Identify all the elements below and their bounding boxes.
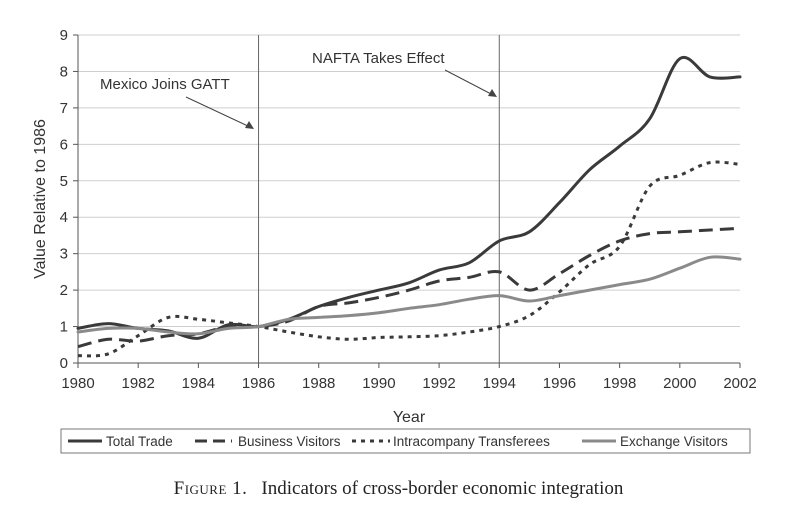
- axes: [77, 35, 740, 364]
- annotation-nafta-label: NAFTA Takes Effect: [312, 50, 445, 67]
- x-tick-label: 1998: [603, 375, 636, 392]
- x-axis-title: Year: [393, 409, 426, 426]
- annotation-gatt-arrow: [185, 96, 254, 129]
- y-tick-label: 2: [60, 282, 68, 299]
- legend-item-business-visitors: Business Visitors: [195, 434, 341, 449]
- y-ticks: 0 1 2 3 4 5 6 7 8 9: [60, 27, 78, 372]
- figure-caption: Figure 1. Indicators of cross-border econ…: [0, 478, 797, 500]
- y-tick-label: 6: [60, 136, 68, 153]
- y-tick-label: 8: [60, 63, 68, 80]
- x-tick-label: 1988: [302, 375, 335, 392]
- legend-box: [60, 428, 751, 454]
- y-tick-label: 1: [60, 319, 68, 336]
- series-line-business-visitors: [77, 226, 741, 349]
- x-tick-label: 2000: [663, 375, 696, 392]
- x-tick-label: 1986: [242, 375, 275, 392]
- y-axis-title: Value Relative to 1986: [32, 119, 49, 279]
- figure-label: Figure 1.: [173, 478, 248, 499]
- y-tick-label: 7: [60, 100, 68, 117]
- series-line-total-trade: [76, 55, 742, 340]
- legend-item-exchange-visitors: Exchange Visitors: [582, 434, 728, 449]
- y-tick-label: 4: [60, 209, 68, 226]
- y-tick-label: 0: [60, 355, 68, 372]
- y-tick-label: 5: [60, 173, 68, 190]
- svg-text:Business Visitors: Business Visitors: [238, 434, 341, 449]
- x-tick-label: 1984: [182, 375, 215, 392]
- x-tick-label: 1982: [121, 375, 154, 392]
- event-lines: [258, 35, 500, 363]
- x-tick-label: 1992: [422, 375, 455, 392]
- legend-item-intracompany-transferees: Intracompany Transferees: [352, 434, 550, 449]
- y-tick-label: 9: [60, 27, 68, 44]
- gridlines: [78, 34, 740, 328]
- legend: Total Trade Business Visitors Intracompa…: [60, 428, 751, 454]
- x-tick-label: 1990: [362, 375, 395, 392]
- figure-caption-text: Indicators of cross-border economic inte…: [261, 478, 624, 499]
- legend-item-total-trade: Total Trade: [68, 434, 173, 449]
- x-tick-label: 1980: [61, 375, 94, 392]
- svg-text:Total Trade: Total Trade: [106, 434, 173, 449]
- annotation-nafta-arrow: [444, 69, 497, 97]
- annotation-gatt-label: Mexico Joins GATT: [100, 76, 230, 93]
- series-lines: [76, 55, 742, 358]
- x-ticks: 1980 1982 1984 1986 1988 1990 1992 1994 1996 1998…: [61, 363, 757, 392]
- series-line-exchange-visitors: [76, 255, 742, 336]
- svg-text:Intracompany Transferees: Intracompany Transferees: [393, 434, 550, 449]
- y-tick-label: 3: [60, 246, 68, 263]
- series-line-intracompany-transferees: [77, 160, 741, 358]
- x-tick-label: 1996: [543, 375, 576, 392]
- x-tick-label: 1994: [483, 375, 516, 392]
- x-tick-label: 2002: [723, 375, 756, 392]
- svg-text:Exchange Visitors: Exchange Visitors: [620, 434, 728, 449]
